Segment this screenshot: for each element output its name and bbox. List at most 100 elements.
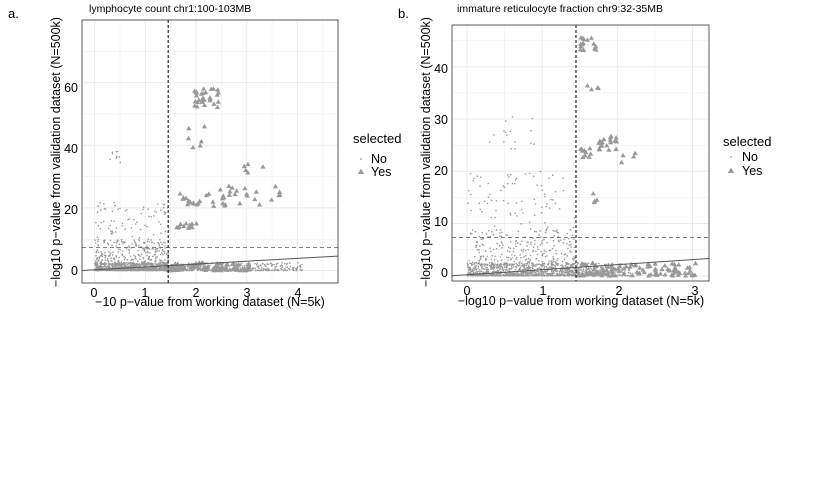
panel-b-no-point <box>478 249 480 251</box>
panel-a-no-point <box>163 211 166 213</box>
panel-b-no-point <box>538 234 541 236</box>
panel-b-yes-point <box>645 261 651 267</box>
panel-b-no-point <box>587 262 590 265</box>
panel-b-no-point <box>484 250 487 252</box>
panel-b-yes-point <box>580 47 587 53</box>
panel-a-no-point <box>164 242 166 244</box>
panel-b-no-point <box>504 131 507 134</box>
panel-a-no-point <box>163 252 166 255</box>
panel-b-no-point <box>618 273 621 276</box>
panel-a-no-point <box>128 248 130 251</box>
panel-a-no-point <box>279 265 282 267</box>
panel-a-no-point <box>267 263 270 266</box>
panel-b-no-point <box>561 260 564 263</box>
panel-b-no-point <box>522 263 524 266</box>
panel-b-no-point <box>478 259 481 262</box>
panel-b-yes-point <box>613 135 619 140</box>
panel-b-no-point <box>564 268 566 270</box>
panel-a-no-point <box>284 268 287 271</box>
panel-b-no-point <box>552 239 555 242</box>
panel-b-no-point <box>491 271 494 273</box>
panel-b-yes-point <box>577 47 584 52</box>
panel-a-no-point <box>275 265 278 268</box>
panel-b-no-point <box>543 252 545 255</box>
panel-b-yes-point <box>608 263 615 268</box>
panel-b-no-point <box>472 180 475 182</box>
panel-b-no-point <box>517 273 520 275</box>
panel-a-no-point <box>125 261 128 264</box>
panel-a-no-point <box>260 264 262 267</box>
panel-a-no-point <box>234 262 236 265</box>
panel-b-yes-point <box>669 272 675 277</box>
panel-a-no-point <box>154 262 157 265</box>
panel-b-yes-point <box>599 139 605 144</box>
panel-a-no-point <box>111 230 114 232</box>
panel-a-no-point <box>287 267 290 270</box>
panel-b-no-point <box>525 264 528 267</box>
panel-b-no-point <box>557 274 560 277</box>
panel-b-no-point <box>550 266 553 269</box>
panel-b-no-point <box>504 266 506 269</box>
panel-b-no-point <box>477 265 479 268</box>
panel-b-no-point <box>556 229 558 231</box>
panel-b-no-point <box>587 268 590 271</box>
panel-b-no-point <box>554 230 556 233</box>
panel-a-no-point <box>138 239 141 242</box>
panel-b-no-point <box>538 263 541 266</box>
panel-a-no-point <box>131 243 134 245</box>
panel-b-no-point <box>529 254 532 257</box>
panel-b-no-point <box>503 130 505 132</box>
panel-b-no-point <box>540 236 542 239</box>
panel-b-no-point <box>546 203 548 205</box>
panel-a-no-point <box>139 258 141 261</box>
panel-b-no-point <box>474 267 476 269</box>
panel-a-no-point <box>262 268 265 270</box>
panel-b-yes-point <box>675 269 682 275</box>
panel-b-no-point <box>555 250 557 252</box>
panel-a-yes-point <box>241 163 247 169</box>
panel-b-no-point <box>507 259 509 261</box>
panel-b-yes-point <box>583 149 589 155</box>
panel-b-no-point <box>496 273 499 276</box>
panel-b-no-point <box>487 270 489 273</box>
panel-a-no-point <box>160 241 162 244</box>
panel-b-no-point <box>515 177 518 180</box>
panel-b-yes-point <box>673 268 680 273</box>
panel-b-yes-point <box>676 262 682 267</box>
panel-b-no-point <box>496 267 498 269</box>
panel-a-yes-point <box>189 221 195 226</box>
panel-a-no-point <box>123 258 126 261</box>
panel-b-no-point <box>468 271 470 273</box>
panel-a-yes-point <box>178 266 184 271</box>
panel-b-no-point <box>476 241 478 244</box>
panel-a-no-point <box>256 269 258 272</box>
panel-b-no-point <box>568 270 571 273</box>
panel-b-no-point <box>541 254 543 257</box>
panel-b-yes-point <box>586 154 592 159</box>
panel-a-no-point <box>240 264 243 267</box>
panel-b-no-point <box>518 274 521 277</box>
panel-b-no-point <box>532 246 535 249</box>
panel-a-no-point <box>134 223 137 225</box>
panel-a-yes-point <box>224 267 230 272</box>
panel-a-yes-point <box>201 86 207 91</box>
panel-b-no-point <box>564 253 567 255</box>
panel-b-no-point <box>537 273 540 276</box>
panel-b-no-point <box>538 272 540 274</box>
panel-b-no-point <box>586 269 588 271</box>
panel-b-no-point <box>565 268 568 271</box>
panel-b-no-point <box>543 238 545 241</box>
panel-a-no-point <box>145 265 147 267</box>
panel-b-no-point <box>473 274 475 277</box>
panel-b-yes-point <box>657 271 664 276</box>
panel-b-no-point <box>467 263 469 266</box>
panel-b-no-point <box>567 237 570 240</box>
panel-b-no-point <box>555 231 558 233</box>
panel-b-no-point <box>499 228 502 231</box>
panel-a-yes-point <box>198 139 204 144</box>
panel-b-no-point <box>504 274 506 277</box>
panel-a-yes-point <box>223 262 230 267</box>
panel-a-no-point <box>132 261 135 264</box>
panel-b-no-point <box>521 271 523 274</box>
panel-a-no-point <box>147 257 150 259</box>
